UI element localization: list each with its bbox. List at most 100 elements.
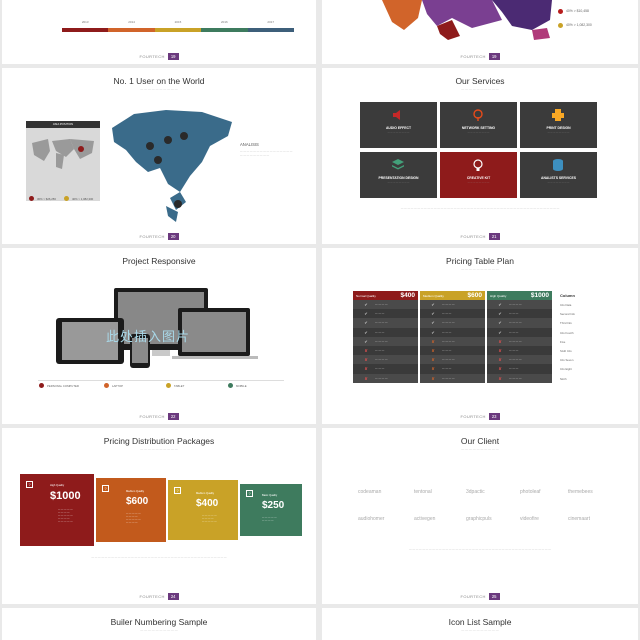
- plan-row: ✔ — — —: [353, 327, 418, 337]
- package-card[interactable]: ? High Quality $1000 — — — — — — — — — — —…: [20, 474, 94, 546]
- service-description: — — — — — — — —: [547, 132, 570, 134]
- legend-value: 40% > $10,458: [566, 9, 589, 13]
- row-text: — — — —: [375, 321, 388, 325]
- cross-icon: ✘: [431, 338, 435, 344]
- column-item: Five: [560, 339, 566, 344]
- package-features: — — — — — — — — — — — — — —: [202, 514, 217, 523]
- world-panel: ASIA POSITION: [26, 121, 100, 201]
- row-text: — — —: [509, 330, 519, 334]
- row-text: — — — —: [509, 358, 522, 362]
- map-pin-icon: [78, 146, 84, 152]
- check-icon: ✔: [431, 302, 435, 307]
- timeline-label: 2017: [267, 20, 275, 24]
- tablet-icon: [166, 383, 171, 388]
- client-logo[interactable]: 3dpactic: [466, 489, 485, 495]
- client-logo[interactable]: cinemaart: [568, 516, 590, 522]
- column-item: Ninth: [560, 376, 567, 381]
- slide-footer: FOURTECH 24: [2, 593, 316, 600]
- slide-icon-list[interactable]: Icon List Sample — — — — — — — — — —: [322, 608, 638, 640]
- check-icon: ✔: [431, 320, 435, 326]
- service-description: — — — — — — — —: [387, 182, 410, 184]
- column-item: Second Info: [560, 312, 575, 317]
- cross-icon: ✘: [498, 366, 502, 372]
- package-card[interactable]: ? Basic Quality $250 — — — — — — — — —: [240, 484, 302, 536]
- cross-icon: ✘: [431, 357, 435, 363]
- service-card[interactable]: CREATIVE KIT — — — — — — — —: [440, 152, 517, 198]
- legend-value: 30% > $26,256: [37, 197, 56, 201]
- slide-subtitle: — — — — — — — — — —: [461, 267, 499, 271]
- plan-row: ✘ — — —: [420, 345, 485, 356]
- service-card[interactable]: AUDIO EFFECT — — — — — — — —: [360, 102, 437, 148]
- row-text: — — — —: [375, 339, 388, 343]
- legend-value: 40% > 1,082,300: [566, 23, 592, 27]
- client-logo[interactable]: tentonal: [414, 489, 432, 495]
- package-features: — — — — — — — — — — — — — — — — — —: [126, 512, 141, 524]
- mobile-icon: [228, 383, 233, 388]
- slide-timeline[interactable]: 2013 2014 2015 2016 2017 FOURTECH 19: [2, 0, 316, 64]
- client-logo[interactable]: videofire: [520, 516, 539, 522]
- slide-subtitle: — — — — — — — — — —: [140, 87, 178, 91]
- slide-pricing-packages[interactable]: Pricing Distribution Packages — — — — — …: [2, 428, 316, 604]
- row-text: — — — —: [509, 321, 522, 325]
- slide-footer: FOURTECH 25: [322, 593, 638, 600]
- mini-world-map: [32, 139, 94, 169]
- printer-icon: [552, 109, 564, 121]
- client-logo[interactable]: themebees: [568, 489, 593, 495]
- client-logo[interactable]: audiohomer: [358, 516, 385, 522]
- slide-subtitle: — — — — — — — — — —: [140, 267, 178, 271]
- cross-icon: ✘: [431, 375, 435, 381]
- client-logo[interactable]: photoleaf: [520, 489, 541, 495]
- client-logo[interactable]: codeaman: [358, 489, 382, 495]
- service-card[interactable]: ANALISTS SERVICES — — — — — — — —: [520, 152, 597, 198]
- service-label: PRINT DESIGN: [546, 126, 571, 130]
- slide-numbering[interactable]: Builer Numbering Sample — — — — — — — — …: [2, 608, 316, 640]
- lightbulb-icon: [473, 159, 483, 171]
- service-description: — — — — — — — —: [467, 132, 490, 134]
- pc-icon: [39, 383, 44, 388]
- plan-row: ✘ — — — —: [420, 336, 485, 346]
- row-text: — — —: [509, 367, 519, 371]
- legend-dot: [64, 196, 69, 201]
- service-card[interactable]: NETWORK SETTING — — — — — — — —: [440, 102, 517, 148]
- package-price: $250: [262, 500, 285, 511]
- slide-our-client[interactable]: Our Client — — — — — — — — — — codeaman …: [322, 428, 638, 604]
- package-card[interactable]: ? Medium Quality $400 — — — — — — — — — — …: [168, 480, 238, 540]
- package-card[interactable]: ? Medium Quality $600 — — — — — — — — — — …: [96, 478, 166, 542]
- plan-row: ✔ — — — —: [353, 300, 418, 310]
- row-text: — — —: [442, 367, 452, 371]
- client-logo[interactable]: graphicpuls: [466, 516, 492, 522]
- plan-column[interactable]: High Quality $1000 ✔ — — — — ✔ — — — ✔ — — — —…: [487, 291, 552, 383]
- row-text: — — — —: [509, 376, 522, 380]
- slide-no1-user[interactable]: No. 1 User on the World — — — — — — — — …: [2, 68, 316, 244]
- feature-label: TABLET: [174, 384, 185, 388]
- timeline-label: 2014: [128, 20, 135, 24]
- map-pin-icons: [146, 132, 188, 208]
- service-label: ANALISTS SERVICES: [541, 176, 576, 180]
- plan-row: ✘ — — — —: [353, 355, 418, 365]
- plan-column[interactable]: Normal Quality $400 ✔ — — — — ✔ — — — ✔ — — — …: [353, 291, 418, 383]
- package-price: $1000: [50, 490, 81, 502]
- asia-map: [112, 110, 232, 222]
- slide-project-responsive[interactable]: Project Responsive — — — — — — — — — — 此…: [2, 248, 316, 424]
- timeline-label: 2015: [174, 20, 182, 24]
- check-icon: ✔: [364, 302, 368, 307]
- timeline-bar: [62, 28, 295, 32]
- laptop-icon: [104, 383, 109, 388]
- service-card[interactable]: PRESENTATION DESIGN — — — — — — — —: [360, 152, 437, 198]
- row-text: — — — —: [442, 358, 455, 362]
- plan-column[interactable]: Medium Quality $600 ✔ — — — — ✔ — — — ✔ — — — …: [420, 291, 485, 383]
- slide-world-map[interactable]: 40% > $10,458 40% > 1,082,300 FOURTECH 19: [322, 0, 638, 64]
- column-item: Info Eight: [560, 367, 572, 372]
- client-logo[interactable]: activegen: [414, 516, 436, 522]
- cross-icon: ✘: [498, 338, 502, 344]
- timeline-label: 2016: [221, 20, 228, 24]
- package-quality: High Quality: [50, 484, 65, 487]
- slide-footer: FOURTECH 21: [322, 233, 638, 240]
- network-icon: [473, 109, 483, 121]
- plan-row: ✘ — — —: [487, 345, 552, 356]
- service-card[interactable]: PRINT DESIGN — — — — — — — —: [520, 102, 597, 148]
- row-text: — — — —: [442, 303, 455, 306]
- timeline-label: 2013: [81, 20, 89, 24]
- row-text: — — —: [509, 348, 519, 352]
- slide-our-services[interactable]: Our Services — — — — — — — — — — AUDIO E…: [322, 68, 638, 244]
